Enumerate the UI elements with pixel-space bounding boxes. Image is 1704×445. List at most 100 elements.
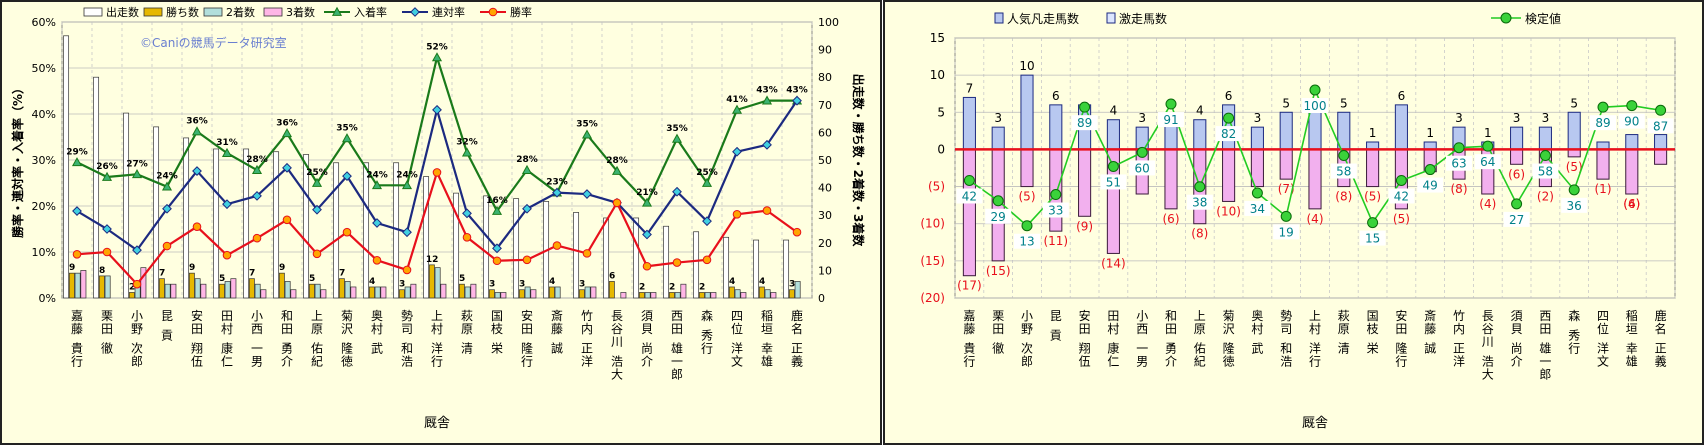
x-category-label: 森 秀行 [1568,308,1580,356]
line-label-bg [1186,194,1213,210]
bar-激走馬数 [1308,148,1322,210]
point-勝率 [762,206,772,215]
x-category-label: 上原 佑紀 [311,309,323,368]
bar-top-label: 3 [994,111,1002,125]
x-category-label: 嘉藤 貴行 [71,309,83,368]
x-category-label: 長谷川 浩大 [1482,309,1494,381]
line-label-bg [1129,160,1156,176]
line-value-label: 27 [1509,213,1524,227]
bar-3着数 [680,283,687,299]
point-勝率 [162,241,172,251]
bar-人気凡走馬数 [1308,111,1322,150]
bar-出走数 [63,35,70,299]
point-検定値 [1223,112,1235,124]
x-category-label: 勢司 和浩 [401,308,413,368]
bar-value-label: 5 [219,274,225,284]
bar-value-label: 2 [129,282,135,292]
y-right-tick-label: 10 [818,264,832,277]
bar-value-label: 2 [669,282,675,292]
line-value-label: 63 [1451,157,1466,171]
legend-label: 出走数 [106,5,139,19]
x-category-label: 昆 貢 [161,309,173,343]
line-value-label: 28% [516,155,538,165]
bar-value-label: 9 [189,263,195,273]
x-category-label: 安田 隆行 [521,308,533,368]
y-right-tick-label: 0 [818,292,825,305]
bar-激走馬数 [1366,148,1380,188]
x-category-label: 萩原 清 [1338,309,1350,356]
bar-top-label: 6 [1398,89,1406,103]
point-連対率 [312,204,322,215]
bar-勝ち数 [758,286,765,299]
y-right-tick-label: 80 [818,71,832,84]
x-category-label: 栗田 徹 [992,309,1004,356]
bar-人気凡走馬数 [1510,126,1524,150]
bar-勝ち数 [788,289,795,299]
point-勝率 [492,256,502,266]
bar-3着数 [380,286,387,299]
line-value-label: 28% [606,156,628,166]
legend-label: 検定値 [1525,11,1561,26]
bar-3着数 [260,289,267,299]
bar-top-label: 5 [1570,96,1578,110]
point-入着率 [161,181,173,191]
line-label-bg [1417,177,1444,193]
point-連対率 [282,162,292,173]
bar-top-label: 6 [1052,89,1060,103]
bar-人気凡走馬数 [991,126,1005,150]
point-連対率 [102,224,112,234]
line-value-label: 34 [1250,202,1265,216]
legend-swatch [203,7,223,17]
bar-top-label: 3 [1542,111,1550,125]
bar-2着数 [734,289,741,299]
bar-出走数 [513,198,520,299]
x-category-label: 森 秀行 [701,308,713,356]
bar-bottom-label: (4) [1623,197,1640,211]
bar-勝ち数 [158,278,165,299]
point-入着率 [251,164,263,174]
x-category-label: 嘉藤 貴行 [963,309,975,368]
bar-激走馬数 [1020,148,1034,188]
line-value-label: 24% [396,170,418,180]
line-value-label: 36% [276,118,298,128]
x-category-label: 上村 洋行 [431,309,443,368]
bar-bottom-label: (5) [1364,190,1381,204]
x-category-label: 奥村 武 [371,309,383,356]
point-連対率 [402,227,412,238]
bar-勝ち数 [458,283,465,299]
bar-人気凡走馬数 [1567,111,1581,150]
point-勝率 [792,227,802,237]
y-tick-label: (10) [920,217,945,231]
x-category-label: 四位 洋文 [1597,309,1609,368]
point-勝率 [702,255,712,265]
y-tick-label: (15) [920,254,945,268]
line-value-label: 16% [486,196,508,206]
point-入着率 [281,128,293,138]
bar-出走数 [663,225,670,299]
bar-top-label: 3 [1254,111,1262,125]
point-勝率 [732,209,742,219]
bar-top-label: 3 [1138,111,1146,125]
bar-勝ち数 [638,292,645,299]
bar-2着数 [554,286,561,299]
point-勝率 [462,232,472,242]
bar-3着数 [740,292,747,299]
bar-3着数 [170,283,177,299]
line-label-bg [1158,112,1184,128]
bar-人気凡走馬数 [1049,104,1063,150]
line-value-label: 15 [1365,232,1380,246]
line-label-bg [1503,211,1530,227]
bar-value-label: 3 [399,280,405,290]
point-連対率 [702,216,712,227]
point-勝率 [342,227,352,237]
line-value-label: 89 [1595,116,1610,130]
point-検定値 [1165,98,1177,110]
point-連対率 [492,243,502,254]
point-勝率 [582,249,592,258]
point-入着率 [71,157,83,167]
line-value-label: 58 [1538,165,1553,179]
bar-2着数 [674,292,681,299]
point-検定値 [1251,187,1263,199]
bar-bottom-label: (6) [1163,212,1180,226]
bar-2着数 [284,281,291,299]
